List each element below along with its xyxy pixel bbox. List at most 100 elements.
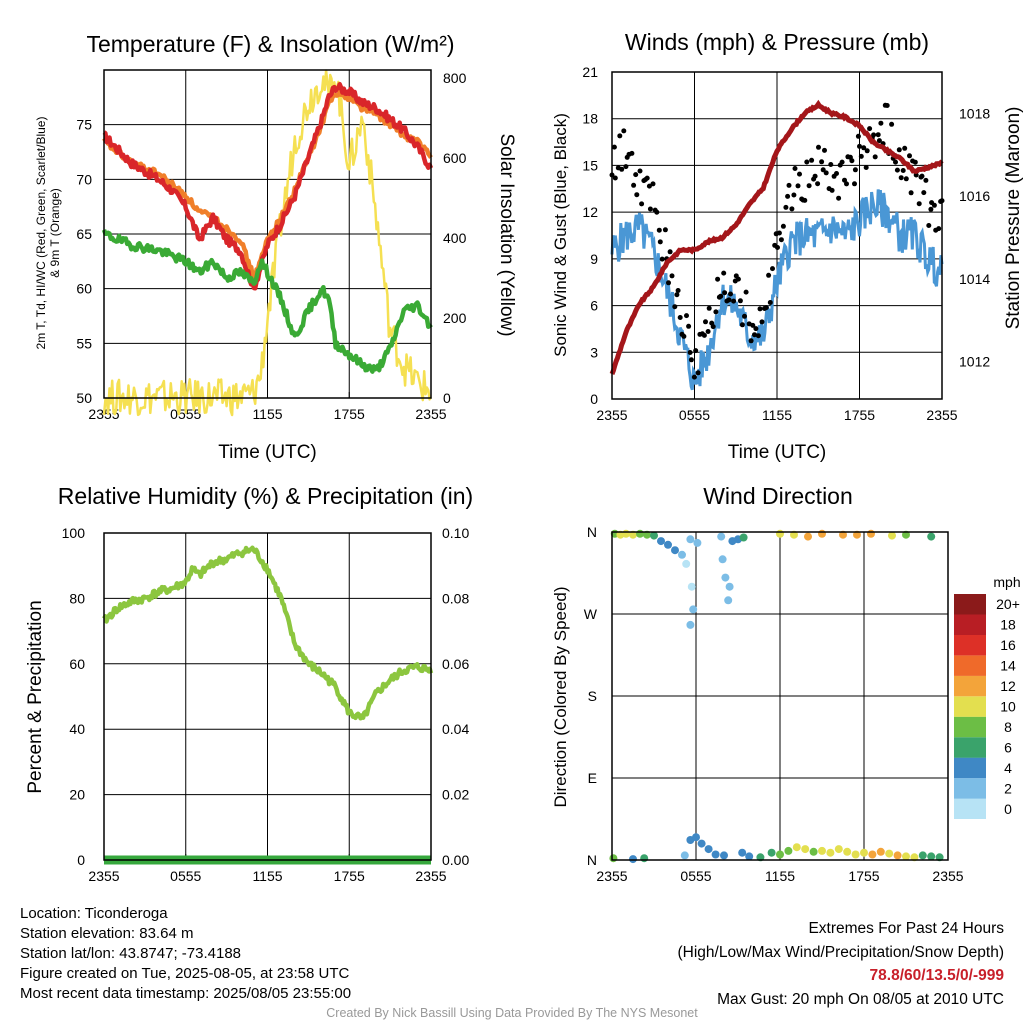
colorbar-swatch	[954, 634, 986, 656]
direction-point	[818, 529, 826, 538]
y2-tick-label: 600	[443, 150, 467, 166]
colorbar-label: 16	[1000, 637, 1016, 653]
x-tick-label: 1155	[762, 407, 792, 423]
gust-point	[713, 309, 719, 315]
direction-point	[776, 529, 784, 538]
y-tick-label: 80	[69, 590, 85, 606]
gust-point	[766, 272, 772, 278]
gust-point	[786, 182, 792, 188]
gust-point	[842, 177, 847, 183]
x-tick-label: 1755	[334, 868, 365, 884]
gust-point	[737, 298, 743, 304]
y2-tick-label: 0.04	[442, 721, 469, 737]
extremes-info: Extremes For Past 24 Hours (High/Low/Max…	[678, 917, 1005, 1011]
y-tick-label: 100	[62, 525, 86, 541]
gust-point	[809, 157, 815, 163]
gust-point	[687, 350, 693, 355]
x-tick-label: 2355	[926, 407, 957, 423]
gust-point	[903, 176, 909, 182]
y-tick-label: 12	[582, 204, 598, 220]
gust-point	[701, 332, 707, 338]
y2-tick-label: 0.10	[442, 525, 469, 541]
elevation-text: Station elevation: 83.64 m	[20, 925, 194, 942]
gust-point	[889, 121, 895, 127]
gust-point	[783, 204, 789, 210]
direction-point	[657, 537, 665, 546]
colorbar-label: 6	[1004, 739, 1012, 755]
colorbar-label: 2	[1004, 780, 1012, 796]
gust-point	[688, 357, 694, 363]
gust-point	[748, 338, 754, 344]
gust-point	[823, 170, 829, 176]
direction-point	[725, 582, 734, 591]
gust-point	[785, 193, 791, 199]
y-tick-label: 65	[76, 226, 92, 242]
gust-point	[791, 192, 797, 198]
direction-point	[636, 529, 644, 538]
x-tick-label: 0555	[170, 868, 201, 884]
gust-point	[829, 187, 835, 193]
timestamp-text: Most recent data timestamp: 2025/08/05 2…	[20, 985, 352, 1002]
y-tick-label: 40	[69, 721, 85, 737]
series-line	[102, 81, 434, 291]
y-tick-label: 18	[582, 111, 598, 127]
direction-point	[671, 546, 679, 555]
x-tick-label: 2355	[415, 868, 446, 884]
y-axis-label: Percent & Precipitation	[25, 600, 46, 793]
y-tick-label: 50	[76, 390, 92, 406]
gust-point	[742, 313, 747, 319]
latlon-text: Station lat/lon: 43.8747; -73.4188	[20, 945, 242, 962]
direction-point	[721, 573, 730, 582]
x-tick-label: 1755	[334, 406, 365, 422]
y-tick-label: 0	[77, 852, 85, 868]
gust-point	[735, 276, 741, 282]
gust-point	[902, 145, 908, 151]
gust-point	[936, 226, 942, 232]
gust-point	[611, 144, 617, 150]
gust-point	[659, 256, 665, 262]
gust-point	[631, 182, 637, 188]
gust-point	[743, 289, 749, 295]
chart-title: Temperature (F) & Insolation (W/m²)	[86, 31, 454, 57]
gust-point	[839, 159, 845, 165]
max-gust-text: Max Gust: 20 mph On 08/05 at 2010 UTC	[717, 990, 1004, 1008]
colorbar-label: 4	[1004, 760, 1012, 776]
gust-point	[815, 181, 821, 187]
direction-point	[860, 848, 868, 857]
y2-tick-label: 800	[443, 70, 467, 86]
gust-point	[619, 166, 625, 172]
direction-point	[678, 550, 686, 559]
gust-point	[812, 173, 818, 179]
direction-point	[834, 845, 843, 854]
gust-point	[849, 158, 855, 164]
y-axis-label: 2m T, Td, HI/WC (Red, Green, Scarlet/Blu…	[34, 117, 62, 350]
y-tick-label: E	[588, 770, 597, 786]
colorbar-label: 12	[1000, 678, 1016, 694]
gust-point	[893, 159, 898, 165]
gust-point	[654, 209, 660, 215]
gust-point	[900, 168, 906, 173]
direction-point	[885, 849, 894, 858]
gust-point	[633, 172, 639, 178]
gust-point	[780, 223, 786, 229]
location-text: Location: Ticonderoga	[20, 905, 168, 922]
gust-point	[776, 230, 782, 236]
colorbar-label: 10	[1000, 699, 1016, 715]
chart-title: Relative Humidity (%) & Precipitation (i…	[58, 483, 473, 509]
wind-series-line	[610, 189, 944, 391]
gust-point	[871, 132, 877, 138]
y-tick-label: N	[587, 852, 597, 868]
y2-tick-label: 1014	[959, 271, 990, 287]
y-tick-label: N	[587, 524, 597, 540]
gust-point	[804, 159, 810, 165]
x-axis-label: Time (UTC)	[728, 442, 827, 463]
gust-point	[731, 298, 737, 304]
gust-point	[666, 280, 671, 286]
direction-point	[927, 852, 936, 861]
colorbar-swatch	[954, 716, 986, 738]
x-tick-label: 2355	[415, 406, 446, 422]
chart-title: Wind Direction	[703, 483, 853, 509]
chart-title: Winds (mph) & Pressure (mb)	[625, 29, 929, 55]
gust-point	[757, 306, 763, 312]
direction-point	[650, 531, 658, 540]
